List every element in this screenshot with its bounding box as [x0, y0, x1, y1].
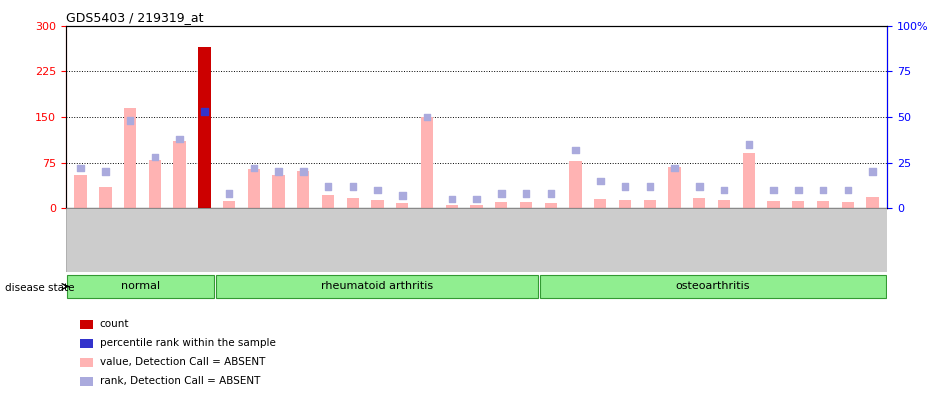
Point: [320, 183, 335, 189]
Bar: [272, 175, 285, 208]
Point: [469, 196, 485, 202]
Bar: [669, 167, 681, 208]
Text: percentile rank within the sample: percentile rank within the sample: [100, 338, 275, 348]
Point: [394, 192, 409, 198]
Point: [568, 147, 583, 153]
Bar: [470, 205, 483, 208]
Bar: [421, 117, 433, 208]
Bar: [322, 195, 334, 208]
Bar: [594, 199, 607, 208]
Point: [346, 183, 361, 189]
Point: [544, 191, 559, 197]
Bar: [693, 198, 705, 208]
Bar: [569, 161, 582, 208]
Bar: [124, 108, 136, 208]
Bar: [67, 275, 214, 298]
Point: [246, 165, 261, 171]
Point: [444, 196, 459, 202]
Bar: [216, 275, 537, 298]
Text: count: count: [100, 319, 129, 329]
Bar: [198, 47, 210, 208]
Point: [618, 183, 633, 189]
Bar: [520, 202, 532, 208]
Point: [716, 187, 731, 193]
Bar: [223, 201, 236, 208]
Text: rank, Detection Call = ABSENT: rank, Detection Call = ABSENT: [100, 376, 260, 386]
Point: [642, 183, 657, 189]
Point: [172, 136, 187, 142]
Text: osteoarthritis: osteoarthritis: [676, 281, 750, 291]
Bar: [100, 187, 112, 208]
Point: [271, 169, 286, 175]
Bar: [817, 201, 829, 208]
Point: [197, 108, 212, 115]
Bar: [717, 200, 731, 208]
Point: [593, 178, 608, 184]
Text: normal: normal: [121, 281, 160, 291]
Text: disease state: disease state: [5, 283, 74, 293]
Point: [123, 118, 138, 124]
Point: [147, 154, 162, 160]
Bar: [446, 205, 458, 208]
Point: [865, 169, 880, 175]
Bar: [371, 200, 384, 208]
Bar: [867, 197, 879, 208]
Bar: [495, 202, 507, 208]
Bar: [148, 160, 161, 208]
Bar: [767, 201, 779, 208]
Point: [370, 187, 385, 193]
Text: rheumatoid arthritis: rheumatoid arthritis: [321, 281, 433, 291]
Bar: [396, 204, 408, 208]
Point: [494, 191, 509, 197]
Point: [791, 187, 806, 193]
Bar: [174, 141, 186, 208]
Point: [741, 141, 756, 147]
Bar: [545, 204, 557, 208]
Point: [98, 169, 113, 175]
Bar: [297, 171, 310, 208]
Bar: [74, 175, 86, 208]
Bar: [841, 202, 854, 208]
Point: [420, 114, 435, 120]
Point: [518, 191, 533, 197]
Text: value, Detection Call = ABSENT: value, Detection Call = ABSENT: [100, 357, 265, 367]
Point: [73, 165, 88, 171]
Bar: [793, 201, 805, 208]
Point: [667, 165, 682, 171]
Bar: [540, 275, 886, 298]
Text: GDS5403 / 219319_at: GDS5403 / 219319_at: [66, 11, 203, 24]
Bar: [619, 200, 631, 208]
Point: [840, 187, 855, 193]
Point: [222, 191, 237, 197]
Bar: [346, 198, 359, 208]
Point: [815, 187, 830, 193]
Point: [296, 169, 311, 175]
Point: [766, 187, 781, 193]
Bar: [643, 200, 656, 208]
Point: [692, 183, 707, 189]
Bar: [743, 153, 755, 208]
Bar: [248, 169, 260, 208]
